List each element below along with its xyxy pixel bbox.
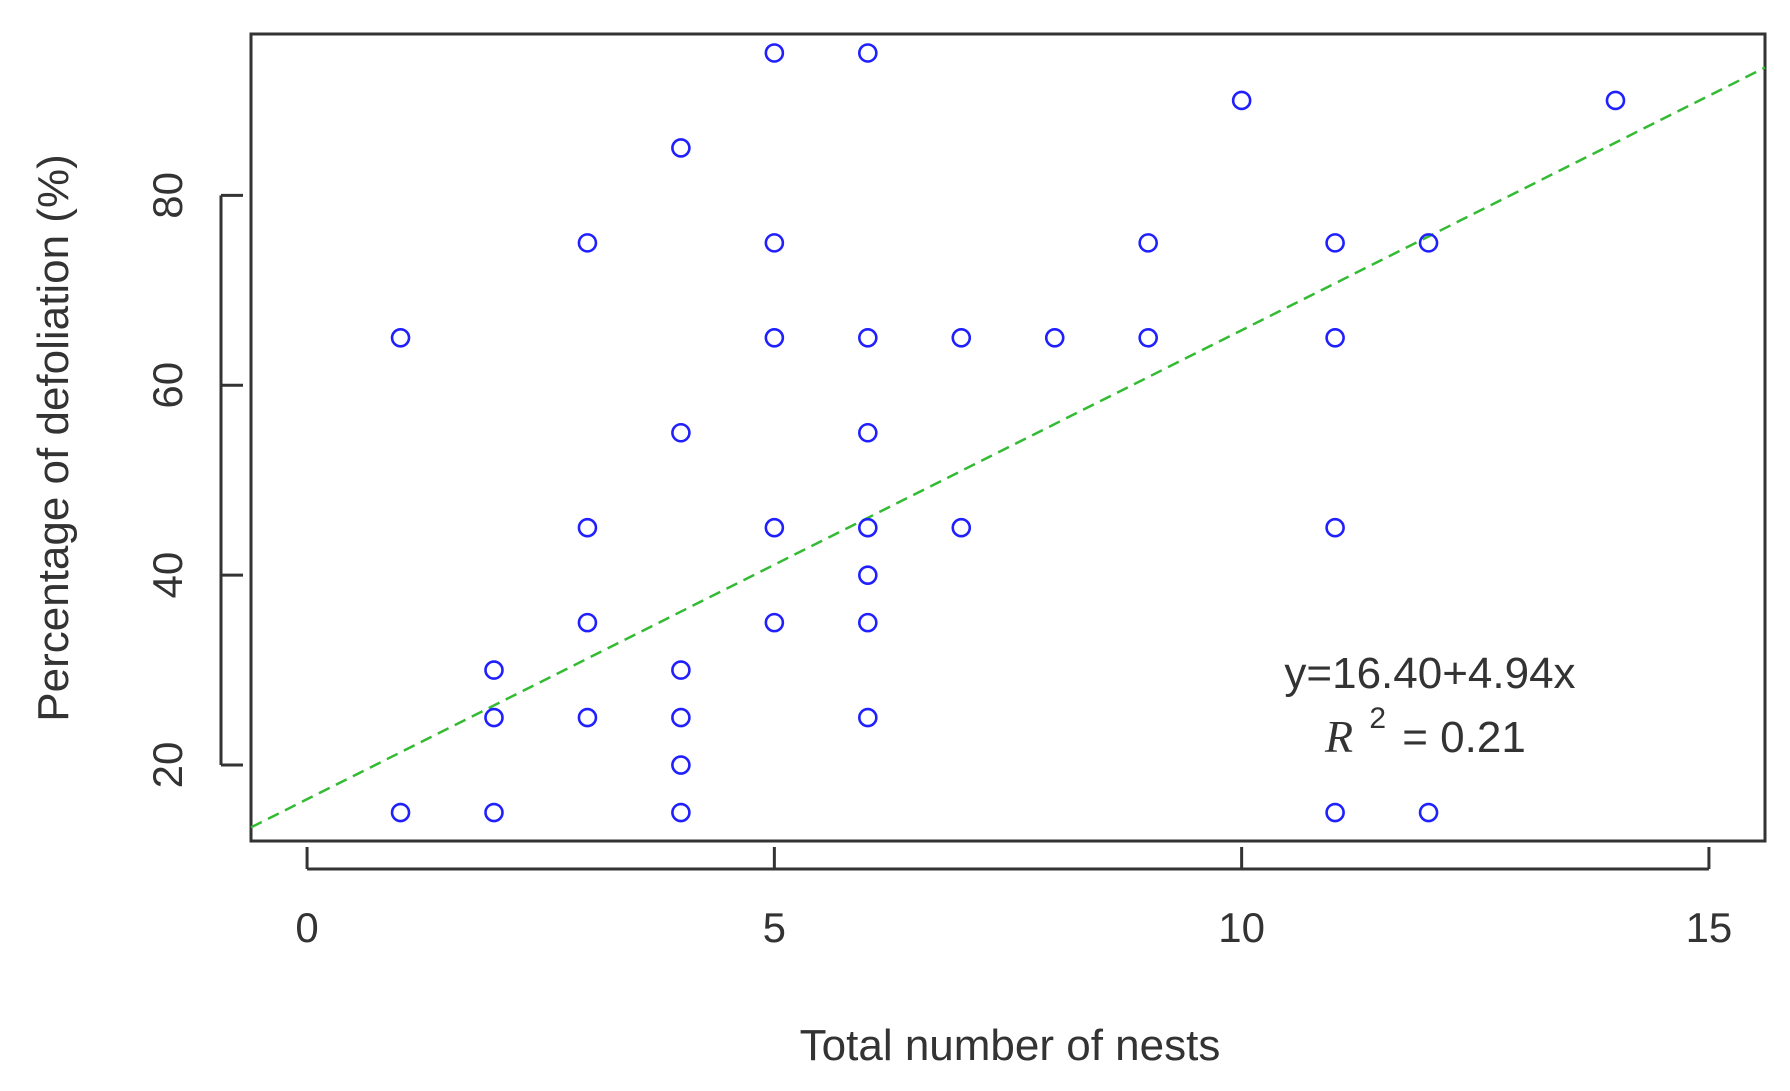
data-point — [951, 328, 972, 348]
y-tick-label: 20 — [144, 742, 191, 789]
y-axis: 20 40 60 80 — [144, 172, 243, 788]
data-point — [484, 802, 504, 823]
data-point — [858, 328, 878, 348]
data-point — [858, 707, 878, 728]
data-point — [764, 233, 785, 253]
data-point — [1325, 517, 1345, 538]
data-point — [1418, 802, 1439, 823]
data-point — [1138, 328, 1158, 348]
data-point — [484, 660, 504, 680]
data-point — [858, 517, 878, 538]
x-axis: 0 5 10 15 — [295, 847, 1732, 951]
data-point — [858, 422, 878, 443]
data-point — [1325, 802, 1345, 823]
r-squared-exponent: 2 — [1369, 702, 1386, 735]
data-point — [1044, 328, 1065, 348]
data-point — [390, 802, 411, 823]
x-tick-label: 5 — [763, 904, 786, 951]
data-point — [671, 422, 691, 443]
data-point — [764, 517, 785, 538]
y-tick-label: 40 — [144, 552, 191, 599]
data-point — [1605, 90, 1626, 111]
data-point — [671, 755, 691, 775]
data-point — [484, 707, 504, 728]
r-squared-symbol: R — [1324, 711, 1353, 762]
data-point — [671, 138, 691, 158]
data-point — [764, 612, 785, 633]
data-point — [577, 233, 598, 253]
x-axis-title: Total number of nests — [800, 1021, 1221, 1070]
data-point — [1325, 233, 1345, 253]
data-point — [858, 565, 878, 585]
regression-layer — [250, 66, 1766, 829]
plot-frame — [249, 32, 1767, 843]
data-point — [671, 707, 691, 728]
regression-equation-label: y=16.40+4.94x — [1284, 649, 1575, 698]
data-point — [1138, 233, 1158, 253]
data-point — [858, 43, 878, 63]
data-point — [1418, 233, 1439, 253]
data-point — [858, 612, 878, 633]
r-squared-label: R 2 = 0.21 — [1324, 689, 1526, 762]
y-axis-title: Percentage of defoliation (%) — [29, 154, 78, 721]
data-point — [1231, 90, 1252, 111]
data-point — [764, 43, 785, 63]
y-tick-label: 80 — [144, 172, 191, 219]
data-point — [577, 707, 598, 728]
x-tick-label: 10 — [1218, 904, 1265, 951]
data-points — [390, 43, 1626, 823]
data-point — [577, 612, 598, 633]
data-point — [671, 802, 691, 823]
x-tick-label: 15 — [1686, 904, 1733, 951]
y-tick-label: 60 — [144, 362, 191, 409]
regression-line — [250, 66, 1766, 829]
data-point — [764, 328, 785, 348]
r-squared-value: = 0.21 — [1402, 713, 1526, 762]
data-point — [577, 517, 598, 538]
data-point — [390, 328, 411, 348]
data-point — [951, 517, 972, 538]
data-point — [671, 660, 691, 680]
data-point — [1325, 328, 1345, 348]
x-tick-label: 0 — [295, 904, 318, 951]
